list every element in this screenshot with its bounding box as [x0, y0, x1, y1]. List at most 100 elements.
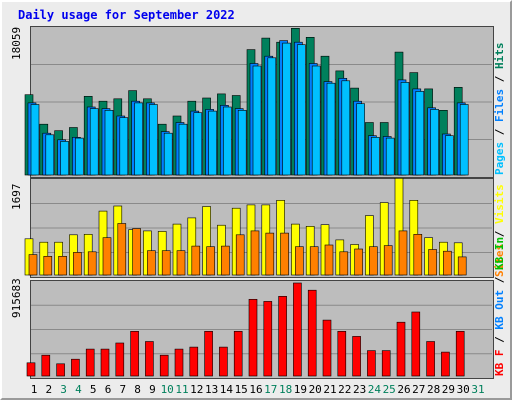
x-tick-label: 9 — [149, 383, 156, 396]
x-tick-label: 19 — [294, 383, 307, 396]
sites-bar — [235, 234, 245, 276]
kbf-bar — [367, 350, 376, 377]
pages-bar — [326, 82, 336, 176]
x-tick-label: 7 — [119, 383, 126, 396]
kbf-bar — [396, 321, 406, 377]
pages-bar — [193, 112, 203, 176]
pages-bar — [430, 109, 439, 176]
x-tick-label: 31 — [471, 383, 484, 396]
pages-bar — [75, 137, 84, 176]
sites-bar — [383, 245, 393, 276]
sites-bar — [428, 249, 437, 276]
kbf-bar — [307, 289, 317, 377]
x-tick-label: 21 — [323, 383, 336, 396]
x-tick-label: 27 — [412, 383, 425, 396]
kbf-bar — [115, 342, 125, 377]
sites-bar — [457, 256, 467, 276]
sites-bar — [413, 234, 423, 276]
legend-visits: Visits — [493, 184, 506, 224]
sites-bar — [280, 232, 289, 276]
pages-bar — [45, 134, 55, 176]
sites-bar — [324, 244, 334, 276]
sites-bar — [117, 223, 127, 276]
sites-bar — [295, 246, 304, 276]
legend-kbf: KB F — [493, 350, 506, 377]
sites-bar — [161, 250, 171, 276]
kbf-bar — [85, 348, 95, 377]
legend-sep1: / — [493, 122, 506, 142]
pages-bar — [134, 102, 143, 176]
kbf-bar — [455, 330, 465, 377]
kbf-bar — [189, 346, 199, 377]
x-axis-labels: 1 2 3 4 5 6 7 8 9 10 11 12 13 14 15 16 17 18 19 20 21 22 23 24 2… — [31, 383, 485, 396]
kbf-bar — [71, 358, 80, 377]
sites-bar — [369, 246, 378, 276]
x-tick-label: 2 — [45, 383, 52, 396]
legend-sep5: / — [493, 330, 506, 350]
pages-bar — [459, 104, 469, 176]
sites-bar — [87, 251, 97, 276]
sites-bar — [58, 255, 67, 276]
sites-bar — [265, 232, 275, 276]
kbf-bar — [278, 295, 287, 377]
sites-bar — [191, 245, 201, 276]
pages-bar — [208, 110, 217, 176]
sites-bar — [339, 251, 349, 276]
kbf-bar — [41, 354, 51, 377]
kbf-bar — [248, 298, 258, 377]
kbf-bar — [411, 311, 421, 377]
x-tick-label: 5 — [90, 383, 97, 396]
pages-bar — [30, 104, 40, 176]
x-tick-label: 28 — [427, 383, 440, 396]
x-tick-label: 1 — [31, 383, 38, 396]
kbf-bar — [130, 330, 139, 377]
pages-bar — [341, 80, 351, 176]
kbf-bar — [441, 351, 450, 377]
pages-bar — [385, 137, 395, 176]
x-tick-label: 24 — [368, 383, 382, 396]
x-tick-label: 20 — [309, 383, 322, 396]
x-tick-label: 15 — [235, 383, 248, 396]
bot-max-label: 915683 — [10, 278, 23, 318]
x-tick-label: 29 — [442, 383, 455, 396]
legend-bot: KB F / KB Out / KB In — [493, 237, 506, 376]
x-tick-label: 17 — [264, 383, 277, 396]
sites-bar — [102, 237, 112, 276]
sites-bar — [28, 254, 38, 276]
x-tick-label: 6 — [105, 383, 112, 396]
sites-bar — [221, 245, 230, 276]
pages-bar — [282, 42, 291, 176]
x-tick-label: 8 — [134, 383, 141, 396]
kbf-bar — [204, 330, 213, 377]
sites-bar — [398, 230, 408, 276]
x-tick-label: 3 — [60, 383, 67, 396]
legend-pages: Pages — [493, 142, 506, 175]
kbf-bar — [100, 348, 110, 377]
pages-bar — [60, 141, 69, 176]
sites-bar — [73, 252, 82, 276]
legend-top: Pages / Files / Hits — [493, 43, 506, 176]
bars-layer — [24, 27, 492, 377]
kbf-bar — [26, 362, 36, 377]
x-tick-label: 13 — [205, 383, 218, 396]
sites-bar — [309, 246, 319, 276]
sites-bar — [354, 248, 363, 276]
legend-kbout: KB Out — [493, 290, 506, 330]
kbf-bar — [337, 330, 347, 377]
sites-bar — [176, 250, 186, 276]
top-max-label: 18059 — [10, 27, 23, 60]
pages-bar — [297, 44, 306, 176]
legend-kbin: KB In — [493, 237, 506, 270]
sites-bar — [206, 246, 215, 276]
pages-bar — [356, 103, 365, 176]
kbf-bar — [159, 354, 169, 377]
pages-bar — [89, 108, 99, 176]
pages-bar — [119, 117, 129, 176]
pages-bar — [267, 57, 277, 176]
x-tick-label: 22 — [338, 383, 351, 396]
x-tick-label: 26 — [397, 383, 410, 396]
pages-bar — [149, 104, 158, 176]
kbf-bar — [263, 301, 273, 377]
sites-bar — [250, 230, 260, 276]
